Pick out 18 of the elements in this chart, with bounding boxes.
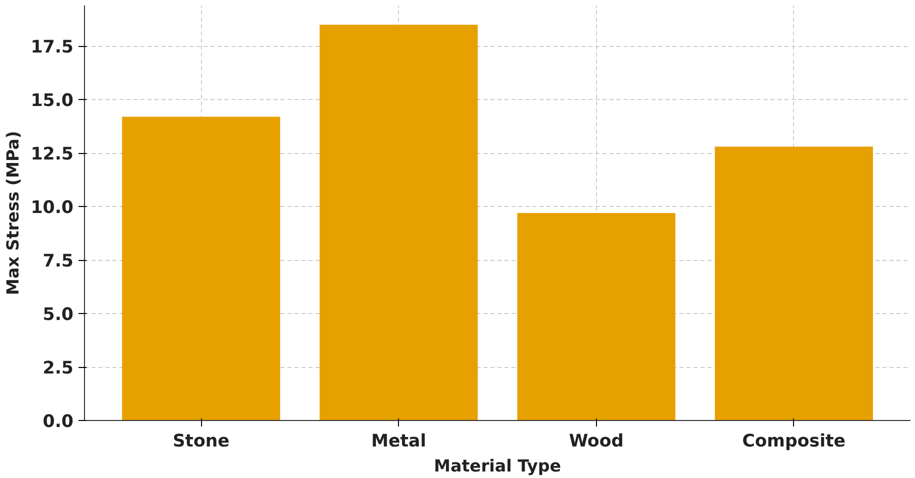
y-tick-label: 12.5 — [30, 144, 74, 165]
x-axis-title: Material Type — [434, 456, 562, 476]
y-tick-label: 2.5 — [42, 358, 74, 379]
y-tick-label: 0.0 — [42, 412, 74, 432]
x-tick-label: Composite — [742, 432, 846, 452]
y-tick-label: 15.0 — [30, 91, 74, 112]
x-tick-label: Metal — [371, 432, 426, 452]
bar — [122, 116, 280, 420]
bar — [517, 213, 676, 420]
y-tick-label: 5.0 — [42, 305, 74, 326]
x-tick-label: Wood — [568, 432, 624, 452]
y-tick-label: 17.5 — [30, 38, 74, 58]
bar — [714, 146, 873, 420]
y-tick-label: 7.5 — [42, 252, 74, 272]
y-tick-label: 10.0 — [30, 198, 74, 218]
bar — [320, 24, 478, 420]
x-tick-label: Stone — [172, 432, 230, 452]
y-axis-title: Max Stress (MPa) — [4, 130, 23, 296]
